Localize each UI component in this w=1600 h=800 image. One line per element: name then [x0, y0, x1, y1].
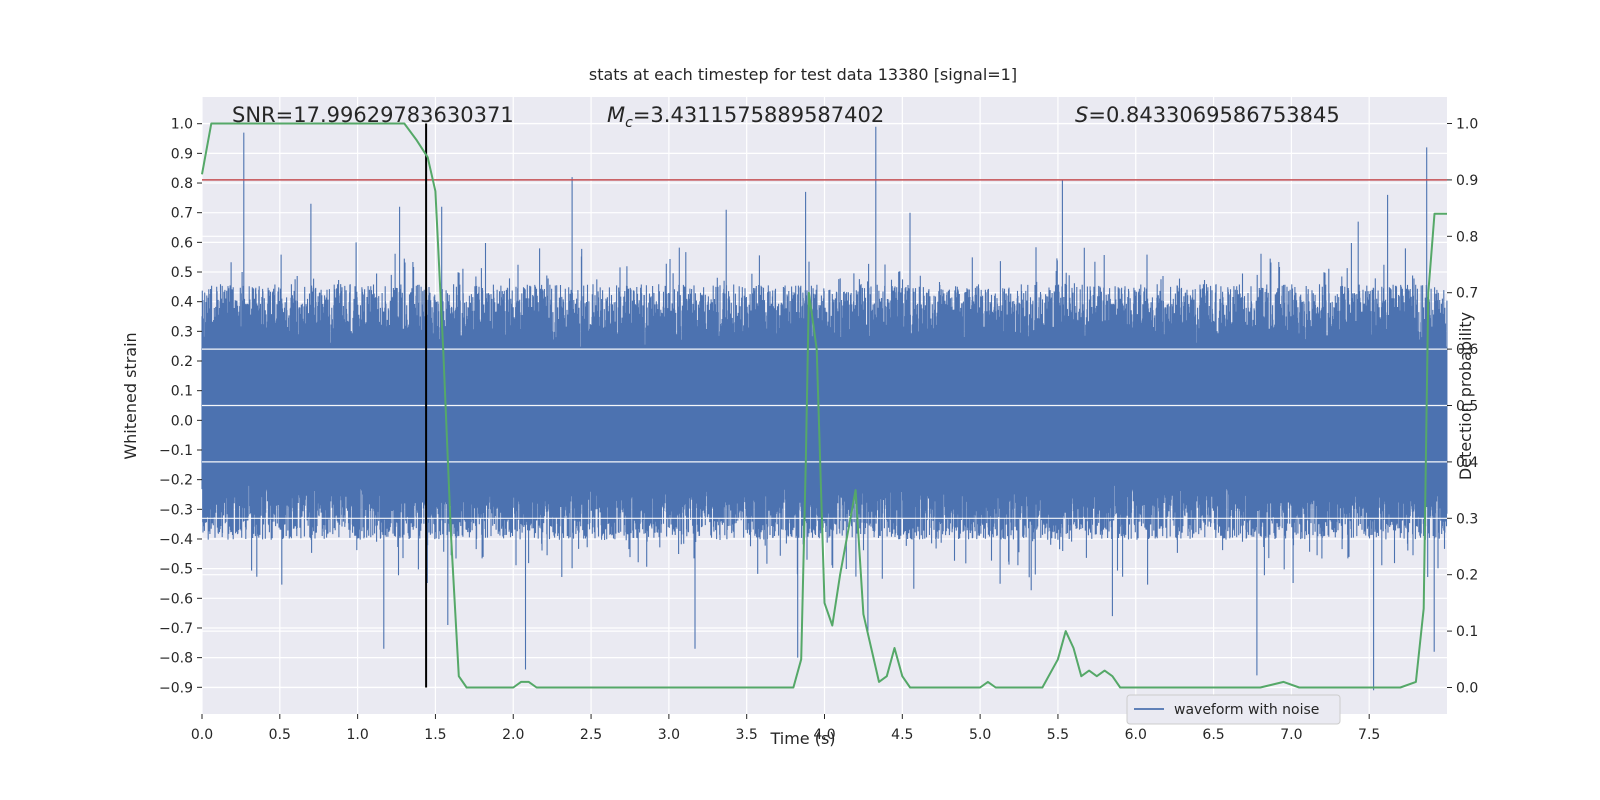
axes: 0.0 0.5 1.0 1.5 2.0 2.5 3.0 3.5 4.0 4.5 5.0 5.5 6.0 6…	[159, 117, 1478, 743]
y-left-tick-label: −0.4	[159, 532, 193, 548]
chirp-mass-subscript: c	[625, 115, 633, 131]
x-tick-label: 0.0	[191, 727, 213, 743]
waveform-series	[201, 126, 1448, 691]
y-left-tick-label: −0.8	[159, 651, 193, 667]
y-right-tick-label: 0.7	[1456, 286, 1478, 302]
y-right-tick-label: 0.8	[1456, 229, 1478, 245]
y-left-tick-label: 0.9	[171, 146, 193, 162]
y-right-tick-label: 0.0	[1456, 680, 1478, 696]
y-left-tick-label: −0.5	[159, 562, 193, 578]
x-tick-label: 4.5	[891, 727, 913, 743]
detection-probability-line	[201, 122, 1447, 689]
x-tick-label: 6.5	[1202, 727, 1224, 743]
x-tick-label: 5.5	[1047, 727, 1069, 743]
legend-entry-waveform: waveform with noise	[1174, 702, 1319, 718]
s-symbol: S	[1075, 103, 1088, 127]
y-left-tick-label: 0.4	[171, 295, 193, 311]
y-right-tick-label: 0.6	[1456, 342, 1478, 358]
snr-annotation: SNR=17.99629783630371	[232, 103, 514, 127]
y-right-tick-label: 0.3	[1456, 511, 1478, 527]
y-right-tick-label: 0.1	[1456, 624, 1478, 640]
legend-box	[1126, 694, 1341, 725]
y-left-tick-label: 0.0	[171, 413, 193, 429]
y-axis-left-label: Whitened strain	[121, 332, 140, 459]
y-left-tick-label: −0.9	[159, 680, 193, 696]
chirp-mass-annotation: Mc=3.4311575889587402	[607, 103, 884, 131]
y-left-tick-label: 0.8	[171, 176, 193, 192]
x-tick-label: 4.0	[813, 727, 835, 743]
x-tick-label: 2.0	[502, 727, 524, 743]
waveform-trace	[201, 126, 1448, 691]
y-left-tick-label: 0.5	[171, 265, 193, 281]
x-axis-label: Time (s)	[769, 729, 835, 748]
y-axis-right-label: Detection probability	[1456, 312, 1475, 480]
x-tick-label: 1.0	[346, 727, 368, 743]
y-left-tick-label: 0.1	[171, 384, 193, 400]
s-annotation: S=0.8433069586753845	[1075, 103, 1340, 127]
y-right-tick-label: 0.9	[1456, 173, 1478, 189]
y-left-tick-label: −0.6	[159, 591, 193, 607]
y-left-tick-label: 0.6	[171, 235, 193, 251]
x-tick-label: 3.0	[658, 727, 680, 743]
y-left-tick-label: −0.7	[159, 621, 193, 637]
x-tick-label: 7.5	[1358, 727, 1380, 743]
chirp-mass-value: =3.4311575889587402	[633, 103, 884, 127]
y-right-tick-label: 1.0	[1456, 117, 1478, 133]
y-right-tick-label: 0.4	[1456, 455, 1478, 471]
y-right-tick-label: 0.5	[1456, 399, 1478, 415]
y-left-tick-label: 1.0	[171, 117, 193, 133]
x-tick-label: 3.5	[736, 727, 758, 743]
x-tick-label: 0.5	[269, 727, 291, 743]
x-tick-label: 1.5	[424, 727, 446, 743]
y-left-tick-label: 0.3	[171, 324, 193, 340]
y-left-tick-label: −0.2	[159, 473, 193, 489]
x-tick-label: 5.0	[969, 727, 991, 743]
y-left-tick-label: −0.3	[159, 502, 193, 518]
overlay-lines	[201, 122, 1447, 689]
x-tick-label: 7.0	[1280, 727, 1302, 743]
chart-title: stats at each timestep for test data 133…	[589, 65, 1017, 84]
y-left-tick-label: 0.7	[171, 206, 193, 222]
x-tick-label: 2.5	[580, 727, 602, 743]
y-left-tick-label: 0.2	[171, 354, 193, 370]
x-tick-label: 6.0	[1125, 727, 1147, 743]
legend: waveform with noise	[1126, 694, 1341, 725]
y-right-tick-label: 0.2	[1456, 568, 1478, 584]
chirp-mass-symbol: M	[607, 103, 625, 127]
y-left-tick-label: −0.1	[159, 443, 193, 459]
s-value: =0.8433069586753845	[1088, 103, 1339, 127]
